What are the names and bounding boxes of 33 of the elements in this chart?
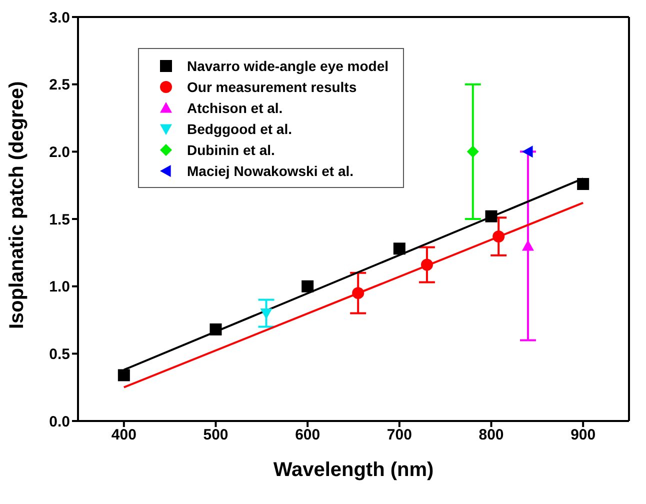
point <box>118 369 130 382</box>
y-tick-label: 1.5 <box>49 211 70 228</box>
y-tick-label: 1.0 <box>49 278 70 296</box>
y-tick-label: 0.5 <box>49 346 70 363</box>
y-tick-label: 2.5 <box>49 76 70 94</box>
x-tick-label: 600 <box>295 426 320 444</box>
y-tick-label: 0.0 <box>49 413 70 430</box>
point <box>577 178 590 190</box>
legend-label: Navarro wide-angle eye model <box>187 58 389 74</box>
point <box>260 308 272 320</box>
point <box>302 280 314 292</box>
legend-label: Maciej Nowakowski et al. <box>187 162 354 178</box>
y-tick-label: 2.0 <box>49 144 70 161</box>
y-tick-label: 3.0 <box>49 9 70 26</box>
x-axis-title: Wavelength (nm) <box>273 459 434 481</box>
point <box>393 242 406 255</box>
point <box>492 230 505 243</box>
point <box>210 323 222 336</box>
x-tick-label: 800 <box>478 426 504 444</box>
point <box>352 287 364 300</box>
point <box>420 258 433 271</box>
legend-label: Dubinin et al. <box>187 142 275 158</box>
point <box>485 210 498 222</box>
point <box>522 146 533 158</box>
y-axis-title: Isoplanatic patch (degree) <box>6 81 28 329</box>
x-tick-label: 900 <box>570 426 596 444</box>
x-tick-label: 400 <box>111 426 136 444</box>
point <box>466 146 479 158</box>
x-tick-label: 700 <box>386 426 412 444</box>
legend-label: Atchison et al. <box>187 100 283 116</box>
legend-label: Our measurement results <box>187 78 357 94</box>
x-tick-label: 500 <box>203 426 228 444</box>
legend-label: Bedggood et al. <box>187 120 292 136</box>
